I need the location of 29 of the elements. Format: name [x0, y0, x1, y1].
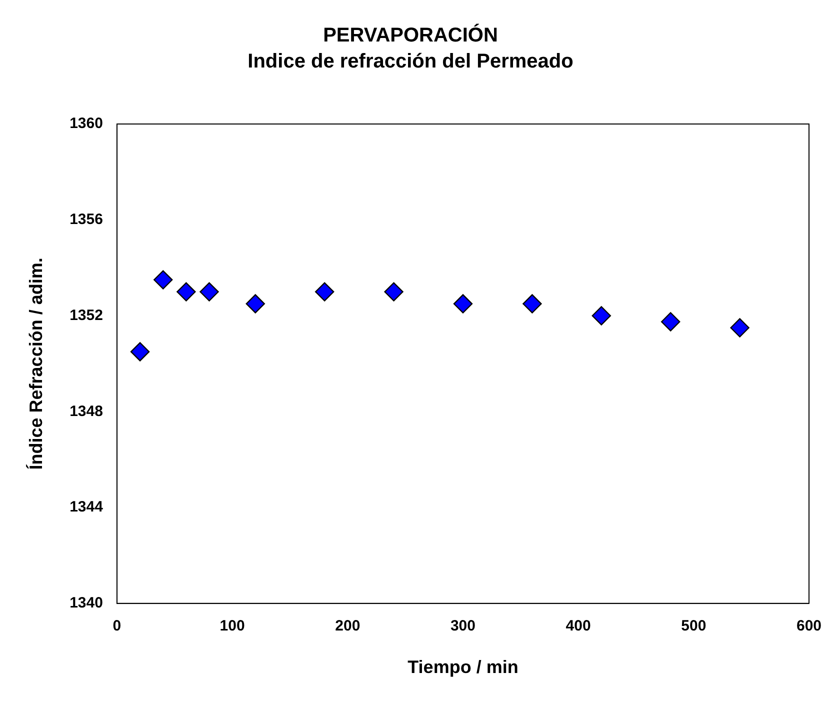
y-axis-title: Índice Refracción / adim.: [26, 258, 46, 470]
x-tick-label: 400: [566, 618, 591, 635]
y-tick-label: 1356: [70, 211, 103, 228]
point: [660, 312, 680, 332]
x-tick-label: 600: [796, 618, 822, 635]
point: [522, 294, 542, 314]
x-axis-title: Tiempo / min: [408, 657, 518, 678]
x-tick-label: 500: [681, 618, 706, 635]
chart-title: PERVAPORACIÓN: [323, 24, 498, 47]
y-tick-label: 1360: [70, 115, 103, 132]
x-tick-label: 0: [112, 618, 122, 635]
x-tick-label: 300: [450, 618, 476, 635]
point: [246, 294, 265, 314]
point: [592, 306, 611, 326]
point: [730, 318, 750, 338]
point: [314, 282, 334, 302]
point: [200, 282, 219, 302]
point: [154, 270, 173, 290]
x-tick-label: 100: [220, 618, 245, 635]
y-tick-label: 1352: [70, 306, 103, 324]
point: [130, 342, 150, 362]
chart-subtitle: Indice de refracción del Permeado: [248, 50, 574, 73]
point: [384, 282, 404, 302]
y-tick-label: 1348: [70, 402, 103, 420]
point: [176, 282, 196, 302]
y-tick-label: 1344: [70, 498, 104, 516]
y-tick-label: 1340: [70, 594, 103, 612]
point: [453, 294, 473, 314]
x-tick-label: 200: [335, 618, 360, 635]
